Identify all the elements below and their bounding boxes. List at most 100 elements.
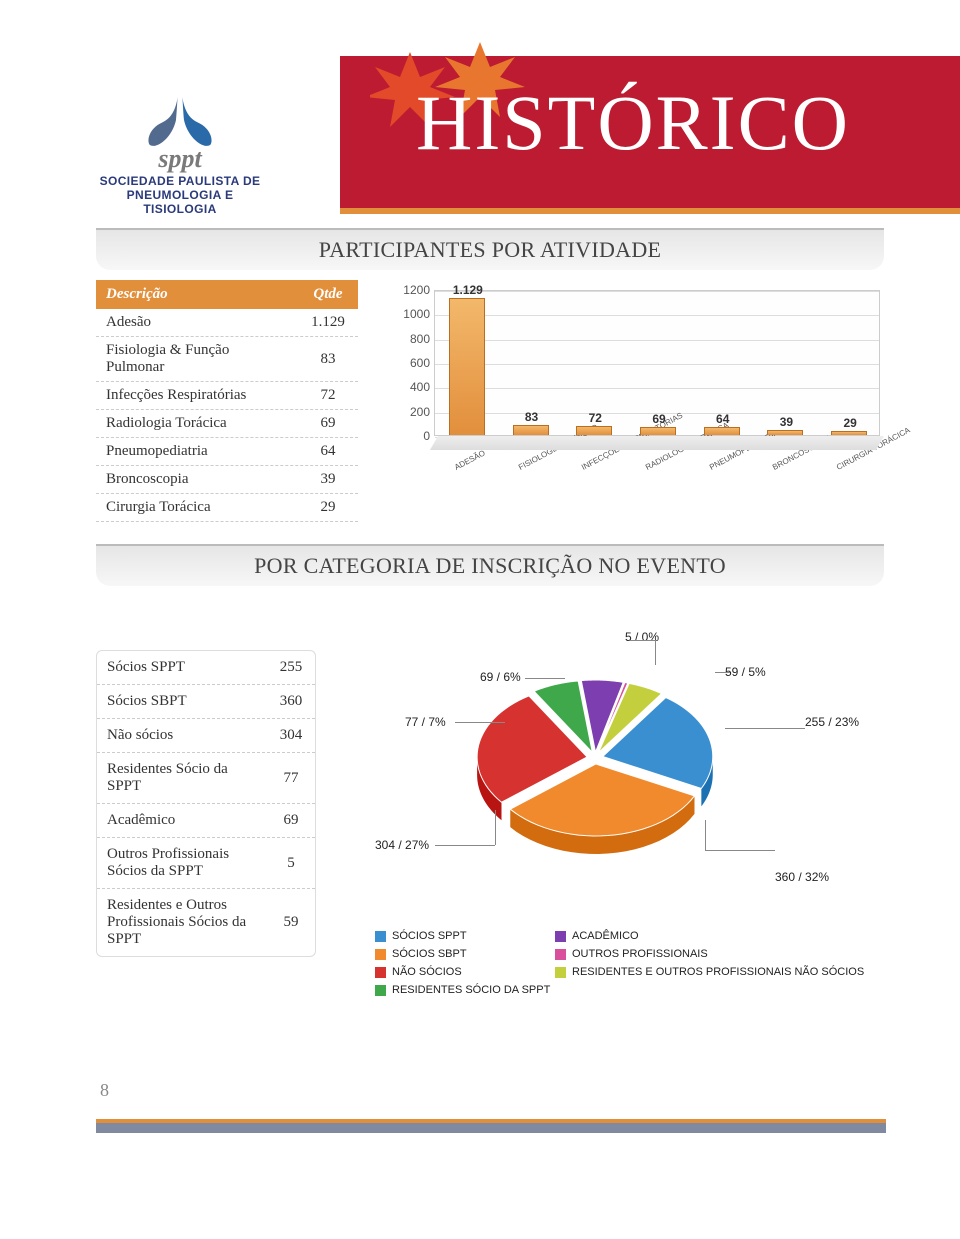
legend-item: RESIDENTES SÓCIO DA SPPT <box>375 984 550 996</box>
pie-slice-label: 77 / 7% <box>405 715 446 729</box>
table-row: Broncoscopia39 <box>96 466 358 494</box>
activity-label: Radiologia Torácica <box>96 410 298 437</box>
category-label: Residentes Sócio da SPPT <box>97 753 267 803</box>
y-tick-label: 800 <box>410 332 430 346</box>
legend-swatch <box>375 967 386 978</box>
activity-table-header: Descrição Qtde <box>96 280 358 309</box>
activity-value: 72 <box>298 382 358 409</box>
logo-line1: SOCIEDADE PAULISTA DE <box>95 174 265 188</box>
bar: 64 <box>704 427 740 435</box>
activity-value: 1.129 <box>298 309 358 336</box>
pie-slice-label: 69 / 6% <box>480 670 521 684</box>
pie-slice-label: 360 / 32% <box>775 870 829 884</box>
bar: 83 <box>513 425 549 435</box>
legend-text: RESIDENTES SÓCIO DA SPPT <box>392 984 550 996</box>
legend-item: OUTROS PROFISSIONAIS <box>555 948 864 960</box>
table-row: Sócios SBPT360 <box>97 685 315 719</box>
barchart-plot: 1.129ADESÃO83FISIOLOGIA & FUNÇÃO72INFECÇ… <box>434 290 880 436</box>
banner-title: HISTÓRICO <box>416 78 850 168</box>
table-row: Não sócios304 <box>97 719 315 753</box>
legend-swatch <box>375 931 386 942</box>
banner: HISTÓRICO <box>340 56 960 208</box>
table-row: Infecções Respiratórias72 <box>96 382 358 410</box>
activity-label: Infecções Respiratórias <box>96 382 298 409</box>
legend-text: SÓCIOS SBPT <box>392 948 467 960</box>
legend-text: SÓCIOS SPPT <box>392 930 467 942</box>
activity-label: Fisiologia & Função Pulmonar <box>96 337 298 381</box>
activity-label: Cirurgia Torácica <box>96 494 298 521</box>
table-row: Pneumopediatria64 <box>96 438 358 466</box>
col-desc: Descrição <box>96 280 298 309</box>
y-tick-label: 600 <box>410 356 430 370</box>
footer-blue-bar <box>96 1123 886 1133</box>
y-tick-label: 400 <box>410 380 430 394</box>
category-value: 304 <box>267 719 315 752</box>
y-tick-label: 1000 <box>403 307 430 321</box>
activity-label: Pneumopediatria <box>96 438 298 465</box>
activity-label: Adesão <box>96 309 298 336</box>
legend-item: SÓCIOS SBPT <box>375 948 550 960</box>
table-row: Adesão1.129 <box>96 309 358 337</box>
pie-slice-label: 255 / 23% <box>805 715 859 729</box>
table-row: Fisiologia & Função Pulmonar83 <box>96 337 358 382</box>
table-row: Sócios SPPT255 <box>97 651 315 685</box>
category-piechart: 5 / 0% 59 / 5% 255 / 23% 360 / 32% 304 / 27%… <box>375 620 895 910</box>
table-row: Residentes Sócio da SPPT77 <box>97 753 315 804</box>
x-tick-label: ADESÃO <box>453 448 487 472</box>
category-label: Residentes e Outros Profissionais Sócios… <box>97 889 267 956</box>
pie-slice-label: 304 / 27% <box>375 838 429 852</box>
heading-participants: PARTICIPANTES POR ATIVIDADE <box>96 228 884 270</box>
category-value: 5 <box>267 838 315 888</box>
activity-value: 29 <box>298 494 358 521</box>
category-label: Não sócios <box>97 719 267 752</box>
bar: 29 <box>831 431 867 435</box>
heading-categories: POR CATEGORIA DE INSCRIÇÃO NO EVENTO <box>96 544 884 586</box>
table-row: Residentes e Outros Profissionais Sócios… <box>97 889 315 956</box>
legend-swatch <box>555 931 566 942</box>
category-value: 69 <box>267 804 315 837</box>
activity-barchart: 1.129ADESÃO83FISIOLOGIA & FUNÇÃO72INFECÇ… <box>390 290 890 470</box>
activity-value: 39 <box>298 466 358 493</box>
category-label: Outros Profissionais Sócios da SPPT <box>97 838 267 888</box>
bar: 69 <box>640 427 676 435</box>
y-tick-label: 1200 <box>403 283 430 297</box>
activity-label: Broncoscopia <box>96 466 298 493</box>
legend-item: NÃO SÓCIOS <box>375 966 550 978</box>
pie-slice-label: 59 / 5% <box>725 665 766 679</box>
lungs-icon <box>140 90 220 150</box>
category-value: 360 <box>267 685 315 718</box>
legend-swatch <box>555 967 566 978</box>
bar: 1.129 <box>449 298 485 435</box>
legend-swatch <box>375 985 386 996</box>
activity-table: Descrição Qtde Adesão1.129Fisiologia & F… <box>96 280 358 522</box>
activity-value: 69 <box>298 410 358 437</box>
table-row: Cirurgia Torácica29 <box>96 494 358 522</box>
legend-text: RESIDENTES E OUTROS PROFISSIONAIS NÃO SÓ… <box>572 966 864 978</box>
logo-line2: PNEUMOLOGIA E TISIOLOGIA <box>95 188 265 216</box>
y-tick-label: 200 <box>410 405 430 419</box>
legend-item: RESIDENTES E OUTROS PROFISSIONAIS NÃO SÓ… <box>555 966 864 978</box>
pie-slice-label: 5 / 0% <box>625 630 659 644</box>
activity-value: 83 <box>298 337 358 381</box>
bar: 72 <box>576 426 612 435</box>
banner-accent <box>340 208 960 214</box>
page-number: 8 <box>100 1080 109 1101</box>
legend-item: SÓCIOS SPPT <box>375 930 550 942</box>
legend-swatch <box>555 949 566 960</box>
table-row: Outros Profissionais Sócios da SPPT5 <box>97 838 315 889</box>
bar-value-label: 39 <box>780 415 793 429</box>
col-qty: Qtde <box>298 280 358 309</box>
logo-block: sppt SOCIEDADE PAULISTA DE PNEUMOLOGIA E… <box>95 90 265 216</box>
bar: 39 <box>767 430 803 435</box>
bar-value-label: 64 <box>716 412 729 426</box>
category-label: Sócios SBPT <box>97 685 267 718</box>
legend-swatch <box>375 949 386 960</box>
category-label: Sócios SPPT <box>97 651 267 684</box>
category-value: 77 <box>267 753 315 803</box>
legend-text: ACADÊMICO <box>572 930 639 942</box>
activity-value: 64 <box>298 438 358 465</box>
bar-value-label: 72 <box>589 411 602 425</box>
category-table: Sócios SPPT255Sócios SBPT360Não sócios30… <box>96 650 316 957</box>
category-value: 255 <box>267 651 315 684</box>
legend-text: NÃO SÓCIOS <box>392 966 462 978</box>
